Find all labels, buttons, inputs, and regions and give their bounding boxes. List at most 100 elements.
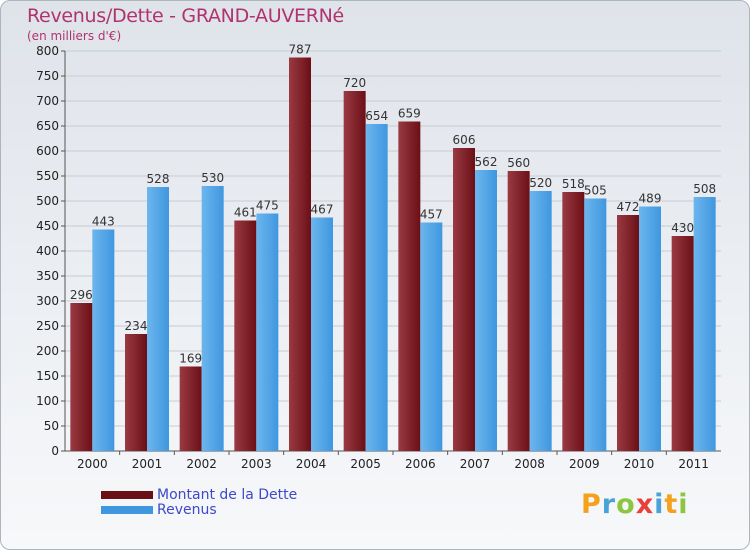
bar-revenue-2004 — [311, 217, 333, 451]
logo-letter: r — [601, 489, 617, 520]
logo-letter: x — [635, 489, 655, 520]
value-label-debt-2010: 472 — [617, 200, 640, 214]
y-tick-label: 500 — [36, 194, 59, 208]
bar-debt-2010 — [617, 215, 639, 451]
value-label-revenue-2007: 562 — [475, 155, 498, 169]
bar-debt-2002 — [179, 366, 202, 451]
chart-subtitle: (en milliers d'€) — [27, 29, 122, 43]
value-label-debt-2011: 430 — [671, 221, 694, 235]
legend-label-revenue: Revenus — [157, 502, 217, 518]
bar-revenue-2006 — [420, 222, 443, 451]
y-tick-label: 0 — [51, 444, 59, 458]
bar-revenue-2003 — [256, 213, 279, 451]
logo-letter: P — [581, 489, 602, 520]
y-tick-label: 200 — [36, 344, 59, 358]
x-tick-label: 2008 — [514, 457, 545, 471]
bar-debt-2003 — [234, 220, 257, 451]
logo-letter: o — [616, 489, 636, 520]
value-label-revenue-2000: 443 — [92, 215, 115, 229]
y-tick-label: 150 — [36, 369, 59, 383]
value-labels: 296 443 234 528 169 530 461 475 787 467 720 654 659 4… — [70, 43, 716, 366]
x-tick-label: 2002 — [186, 457, 217, 471]
value-label-debt-2001: 234 — [125, 319, 148, 333]
y-tick-label: 350 — [36, 269, 59, 283]
y-tick-label: 600 — [36, 144, 59, 158]
y-tick-label: 400 — [36, 244, 59, 258]
bar-revenue-2009 — [584, 198, 607, 451]
bar-revenue-2001 — [147, 187, 169, 451]
bar-revenue-2008 — [529, 191, 552, 451]
y-tick-label: 700 — [36, 94, 59, 108]
bar-debt-2005 — [343, 91, 366, 451]
proxiti-logo: Proxiti — [581, 489, 689, 520]
value-label-revenue-2006: 457 — [420, 208, 443, 222]
x-tick-label: 2011 — [678, 457, 709, 471]
value-label-revenue-2009: 505 — [584, 184, 607, 198]
value-label-debt-2008: 560 — [507, 156, 530, 170]
y-tick-label: 800 — [36, 44, 59, 58]
bar-debt-2011 — [671, 236, 694, 451]
value-label-revenue-2005: 654 — [365, 109, 388, 123]
value-label-debt-2009: 518 — [562, 177, 585, 191]
logo-letter: i — [678, 489, 689, 520]
bar-revenue-2005 — [365, 124, 388, 451]
bar-debt-2009 — [562, 192, 585, 451]
value-label-revenue-2001: 528 — [147, 172, 170, 186]
x-tick-label: 2005 — [350, 457, 381, 471]
bar-debt-2000 — [70, 303, 93, 451]
bar-revenue-2011 — [693, 197, 716, 451]
y-tick-label: 650 — [36, 119, 59, 133]
x-tick-labels: 2000 2001 2002 2003 2004 2005 2006 2007 2008 2009… — [77, 457, 709, 471]
x-tick-label: 2006 — [405, 457, 436, 471]
value-label-debt-2007: 606 — [453, 133, 476, 147]
value-label-debt-2003: 461 — [234, 206, 257, 220]
value-label-debt-2005: 720 — [343, 76, 366, 90]
x-tick-label: 2003 — [241, 457, 272, 471]
y-tick-label: 250 — [36, 319, 59, 333]
logo-letter: i — [654, 489, 665, 520]
bar-revenue-2000 — [92, 229, 115, 451]
value-label-revenue-2008: 520 — [529, 176, 552, 190]
y-tick-labels: 0 50 100 150 200 250 300 350 400 450 500 550 600 650 7… — [36, 44, 59, 458]
value-label-revenue-2002: 530 — [201, 171, 224, 185]
legend-swatch-revenue — [101, 506, 153, 514]
legend-item-debt: Montant de la Dette — [101, 487, 297, 503]
y-tick-label: 50 — [44, 419, 59, 433]
legend-item-revenue: Revenus — [101, 502, 217, 518]
x-tick-label: 2001 — [132, 457, 163, 471]
value-label-revenue-2011: 508 — [693, 182, 716, 196]
bar-revenue-2007 — [475, 170, 497, 451]
bar-debt-2001 — [125, 334, 147, 451]
bar-revenue-2010 — [639, 206, 661, 451]
bar-debt-2006 — [398, 121, 421, 451]
y-tick-label: 450 — [36, 219, 59, 233]
x-tick-label: 2009 — [569, 457, 600, 471]
legend-label-debt: Montant de la Dette — [157, 487, 298, 503]
value-label-debt-2006: 659 — [398, 107, 421, 121]
legend-swatch-debt — [101, 491, 153, 499]
value-label-debt-2004: 787 — [289, 43, 312, 57]
y-tick-label: 100 — [36, 394, 59, 408]
axes — [61, 50, 721, 455]
x-tick-label: 2010 — [624, 457, 655, 471]
y-tick-label: 300 — [36, 294, 59, 308]
bar-debt-2007 — [453, 148, 475, 451]
value-label-debt-2002: 169 — [179, 352, 202, 366]
value-label-revenue-2004: 467 — [311, 203, 334, 217]
logo-letter: t — [664, 489, 679, 520]
value-label-revenue-2003: 475 — [256, 199, 279, 213]
value-label-revenue-2010: 489 — [639, 192, 662, 206]
bar-debt-2004 — [289, 57, 311, 451]
bar-debt-2008 — [507, 171, 530, 451]
x-tick-label: 2007 — [460, 457, 491, 471]
grid-lines — [65, 50, 721, 427]
y-tick-label: 750 — [36, 69, 59, 83]
bar-revenue-2002 — [201, 186, 224, 451]
y-tick-label: 550 — [36, 169, 59, 183]
x-tick-label: 2004 — [296, 457, 327, 471]
bars — [70, 57, 716, 451]
x-tick-label: 2000 — [77, 457, 108, 471]
chart-title: Revenus/Dette - GRAND-AUVERNé — [27, 5, 344, 27]
